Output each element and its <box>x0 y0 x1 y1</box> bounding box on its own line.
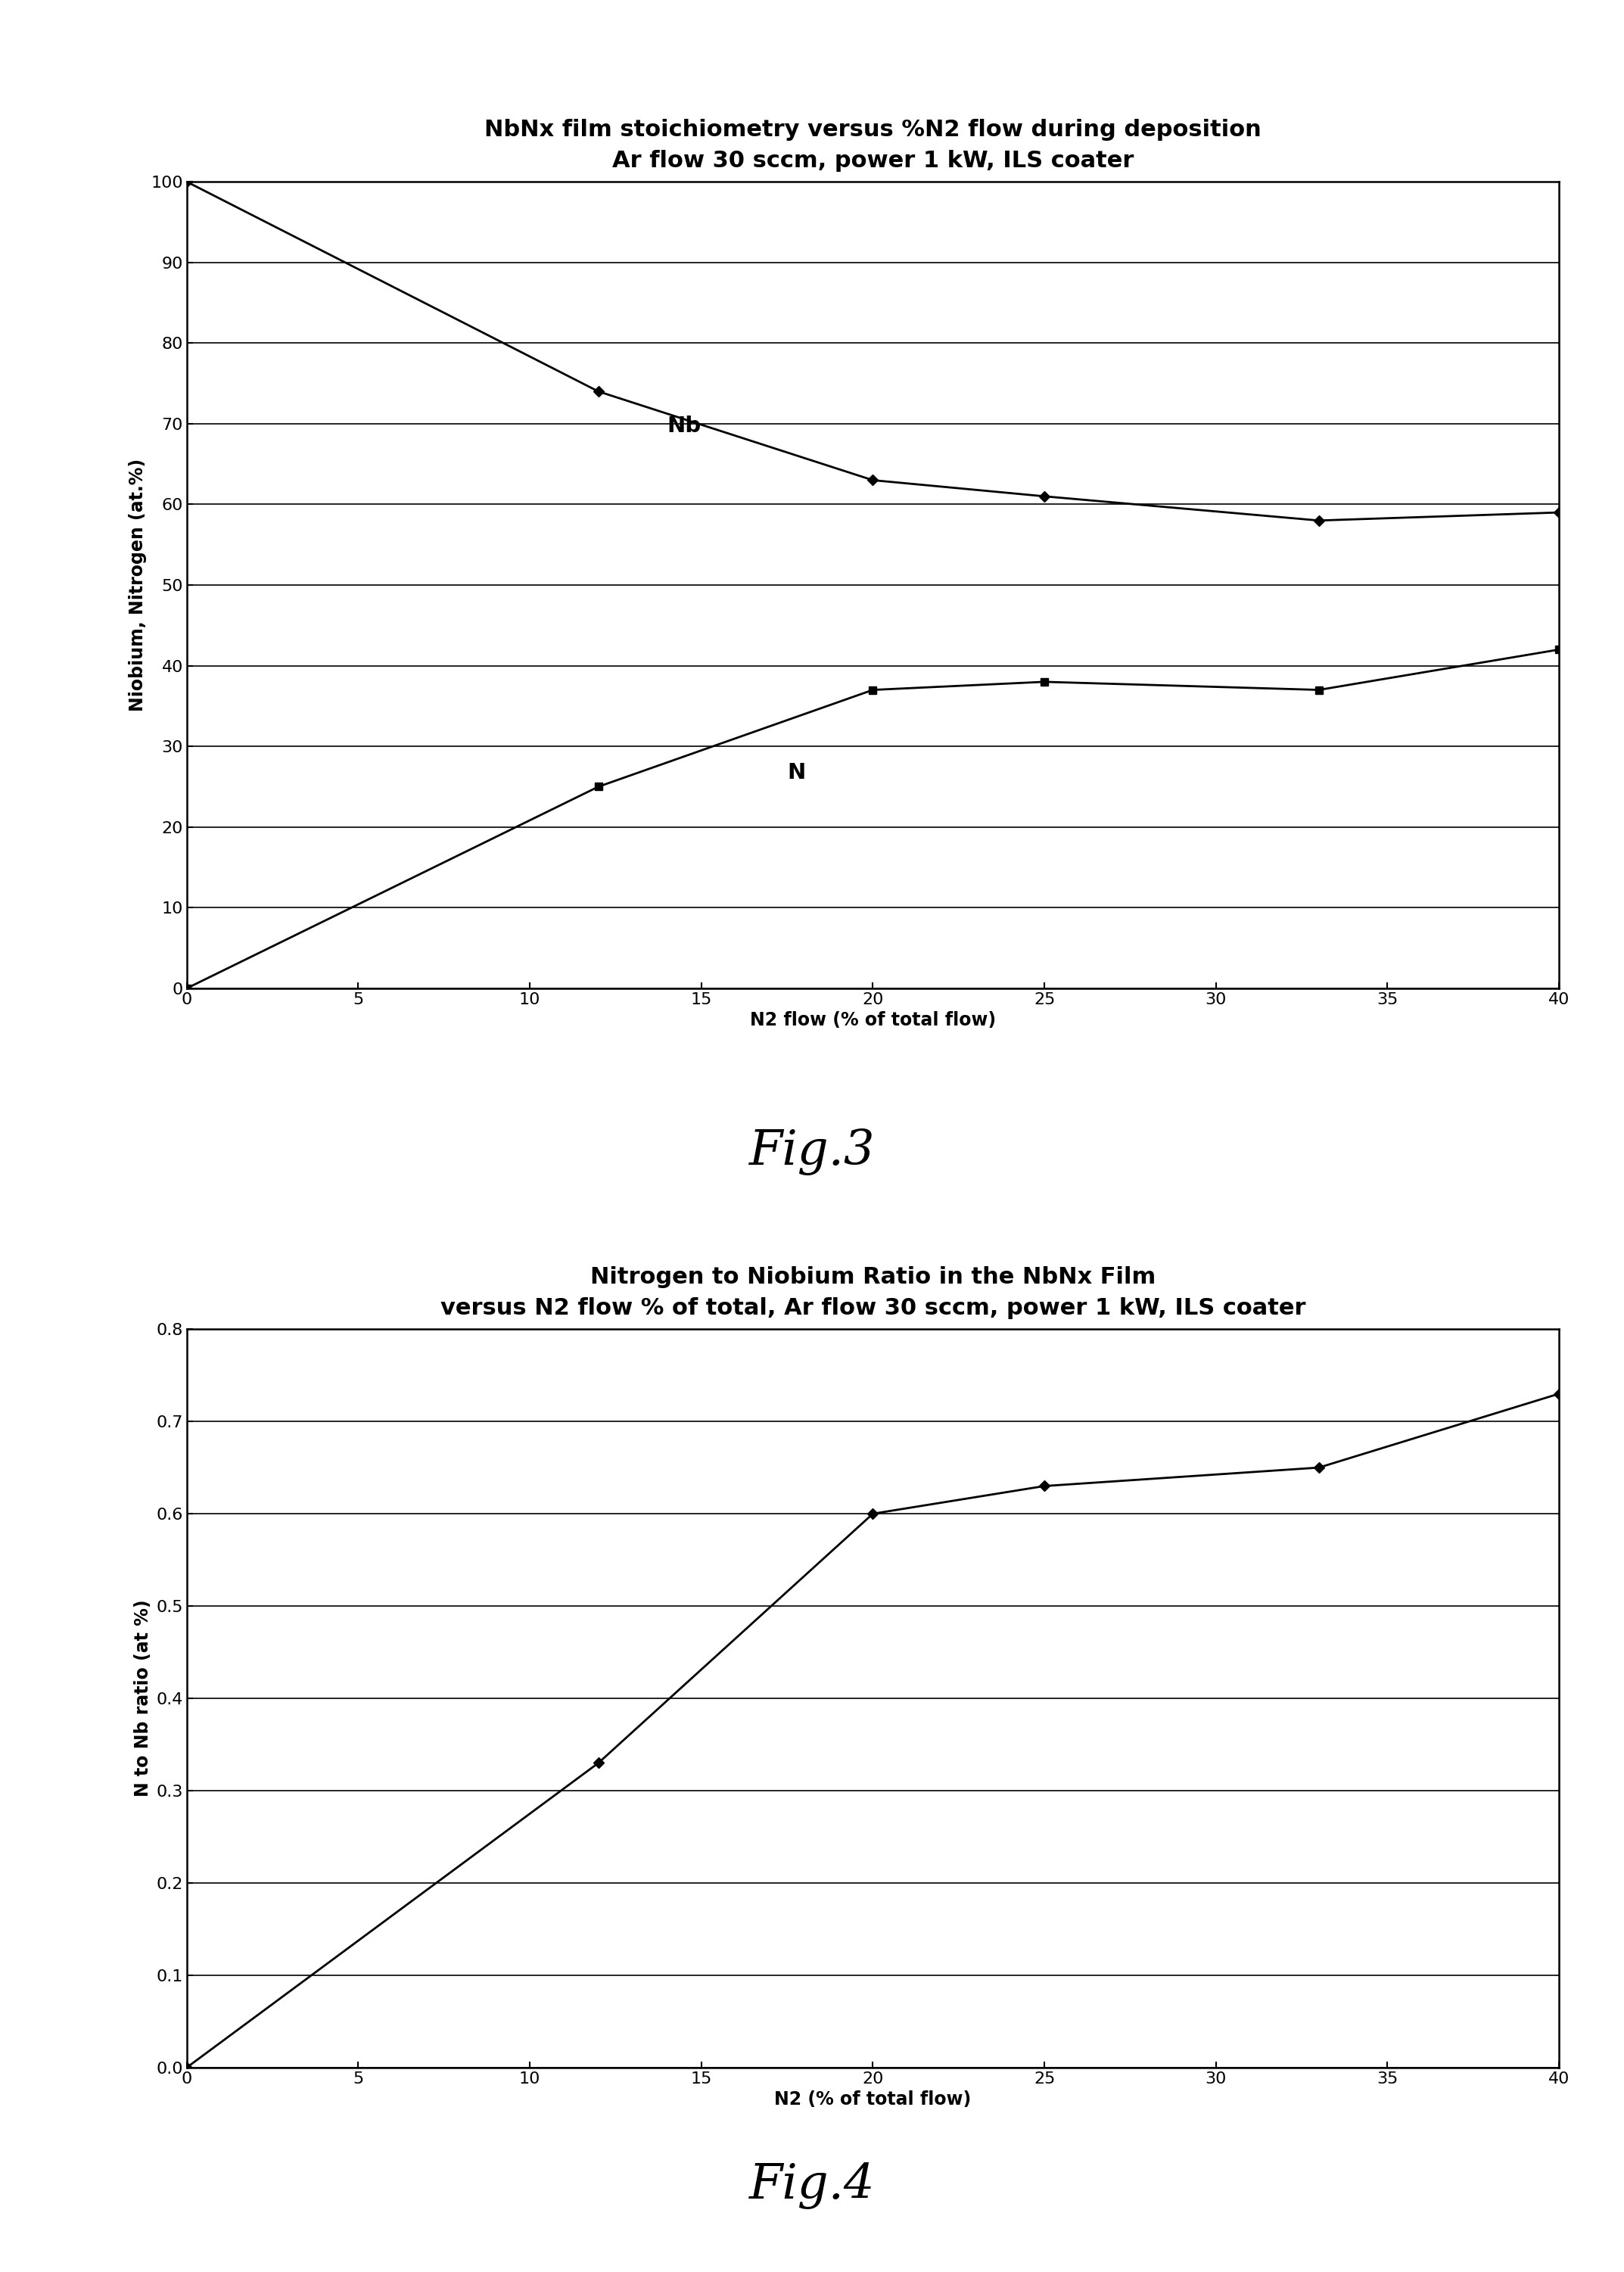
Text: N: N <box>788 761 806 784</box>
Text: Fig.3: Fig.3 <box>749 1129 875 1175</box>
Y-axis label: N to Nb ratio (at %): N to Nb ratio (at %) <box>133 1599 153 1797</box>
Title: Nitrogen to Niobium Ratio in the NbNx Film
versus N2 flow % of total, Ar flow 30: Nitrogen to Niobium Ratio in the NbNx Fi… <box>440 1266 1306 1320</box>
Text: Fig.4: Fig.4 <box>749 2163 875 2208</box>
Y-axis label: Niobium, Nitrogen (at.%): Niobium, Nitrogen (at.%) <box>128 459 146 711</box>
X-axis label: N2 flow (% of total flow): N2 flow (% of total flow) <box>750 1011 996 1029</box>
Text: Nb: Nb <box>667 416 702 436</box>
X-axis label: N2 (% of total flow): N2 (% of total flow) <box>775 2090 971 2108</box>
Title: NbNx film stoichiometry versus %N2 flow during deposition
Ar flow 30 sccm, power: NbNx film stoichiometry versus %N2 flow … <box>484 118 1262 173</box>
